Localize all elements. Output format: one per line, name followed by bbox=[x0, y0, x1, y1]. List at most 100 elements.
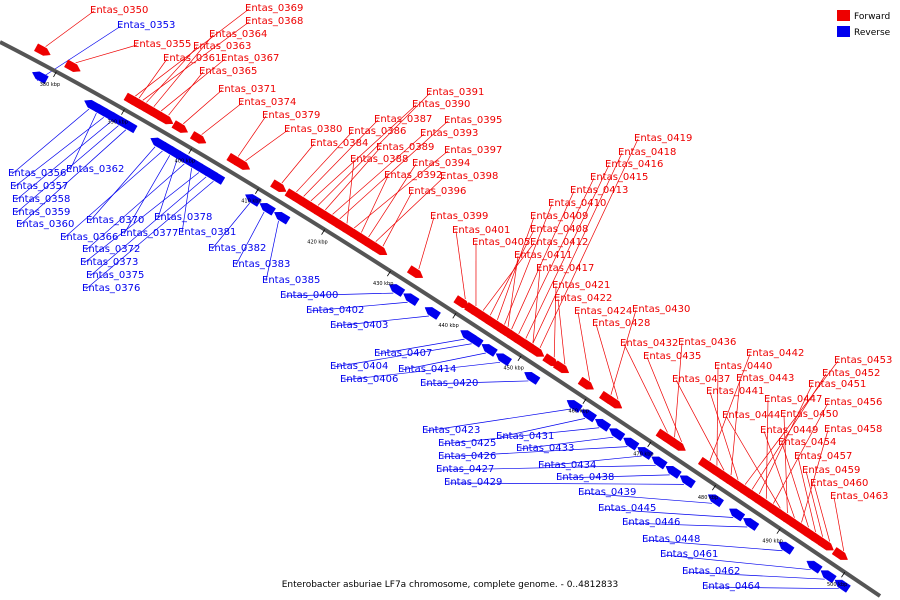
forward-gene[interactable] bbox=[171, 120, 189, 133]
leader-line bbox=[309, 301, 408, 312]
leader-line bbox=[833, 496, 845, 552]
leader-line bbox=[138, 58, 168, 99]
reverse-gene[interactable] bbox=[245, 194, 262, 207]
gene-label: Entas_0443 bbox=[736, 373, 794, 384]
gene-label: Entas_0444 bbox=[722, 410, 780, 421]
leader-line bbox=[441, 427, 600, 445]
gene-label: Entas_0373 bbox=[80, 257, 138, 268]
tick-label: 410 kbp bbox=[241, 199, 261, 205]
leader-line bbox=[339, 120, 449, 220]
leader-line bbox=[497, 216, 535, 321]
reverse-gene[interactable] bbox=[403, 293, 420, 307]
legend-swatch-reverse bbox=[837, 26, 850, 37]
tick-mark bbox=[841, 572, 846, 578]
reverse-gene[interactable] bbox=[820, 570, 837, 584]
reverse-gene[interactable] bbox=[637, 447, 654, 460]
reverse-gene[interactable] bbox=[495, 353, 513, 367]
forward-gene[interactable] bbox=[406, 265, 424, 278]
forward-gene[interactable] bbox=[123, 92, 141, 106]
reverse-gene[interactable] bbox=[424, 307, 441, 320]
gene-label: Entas_0374 bbox=[238, 97, 296, 108]
forward-gene[interactable] bbox=[520, 339, 538, 353]
reverse-gene[interactable] bbox=[778, 541, 795, 555]
reverse-gene[interactable] bbox=[651, 456, 668, 470]
reverse-gene[interactable] bbox=[594, 418, 612, 432]
gene-label: Entas_0457 bbox=[794, 451, 852, 462]
tick-label: 500 kbp bbox=[827, 582, 847, 588]
gene-label: Entas_0386 bbox=[348, 126, 406, 137]
forward-gene[interactable] bbox=[496, 322, 513, 336]
tick-mark bbox=[582, 398, 587, 404]
gene-label: Entas_0376 bbox=[82, 283, 140, 294]
tick-mark bbox=[188, 148, 193, 154]
reverse-gene[interactable] bbox=[524, 372, 541, 385]
gene-label: Entas_0355 bbox=[133, 39, 191, 50]
reverse-gene[interactable] bbox=[679, 475, 696, 489]
gene-label: Entas_0363 bbox=[193, 41, 251, 52]
leader-line bbox=[675, 379, 725, 471]
reverse-gene[interactable] bbox=[467, 334, 484, 348]
forward-gene[interactable] bbox=[233, 157, 251, 170]
forward-gene[interactable] bbox=[64, 59, 81, 72]
leader-line bbox=[15, 125, 119, 214]
leader-line bbox=[15, 121, 112, 201]
forward-gene[interactable] bbox=[552, 360, 570, 374]
reverse-gene[interactable] bbox=[609, 428, 626, 442]
reverse-gene[interactable] bbox=[729, 508, 746, 522]
leader-line bbox=[625, 522, 748, 528]
forward-gene[interactable] bbox=[577, 376, 594, 390]
forward-gene[interactable] bbox=[371, 242, 388, 256]
reverse-gene[interactable] bbox=[743, 518, 760, 531]
gene-label: Entas_0383 bbox=[232, 259, 290, 270]
reverse-gene[interactable] bbox=[121, 120, 138, 134]
leader-line bbox=[317, 92, 431, 206]
reverse-gene[interactable] bbox=[580, 409, 598, 423]
gene-label: Entas_0382 bbox=[208, 243, 266, 254]
tick-label: 400 kbp bbox=[175, 159, 195, 165]
forward-gene[interactable] bbox=[606, 395, 623, 409]
leader-line bbox=[343, 361, 501, 381]
reverse-gene[interactable] bbox=[665, 466, 682, 479]
forward-gene[interactable] bbox=[817, 537, 834, 551]
tick-label: 430 kbp bbox=[373, 281, 393, 287]
reverse-gene[interactable] bbox=[806, 560, 823, 574]
leader-line bbox=[511, 190, 575, 330]
forward-gene[interactable] bbox=[669, 437, 686, 451]
leader-line bbox=[709, 353, 751, 461]
leader-line bbox=[532, 268, 541, 344]
reverse-gene[interactable] bbox=[259, 203, 276, 216]
leader-line bbox=[303, 119, 379, 197]
reverse-gene[interactable] bbox=[208, 172, 226, 185]
reverse-gene[interactable] bbox=[388, 284, 406, 297]
gene-label: Entas_0461 bbox=[660, 549, 718, 560]
gene-label: Entas_0422 bbox=[554, 293, 612, 304]
reverse-gene[interactable] bbox=[623, 437, 640, 451]
reverse-gene[interactable] bbox=[707, 494, 725, 508]
forward-gene[interactable] bbox=[270, 179, 287, 192]
gene-label: Entas_0428 bbox=[592, 318, 650, 329]
reverse-gene[interactable] bbox=[834, 579, 851, 593]
gene-label: Entas_0372 bbox=[82, 244, 140, 255]
gene-label: Entas_0416 bbox=[605, 159, 663, 170]
leader-line bbox=[601, 508, 734, 518]
leader-line bbox=[89, 146, 156, 222]
gene-label: Entas_0423 bbox=[422, 425, 480, 436]
forward-gene[interactable] bbox=[156, 111, 174, 125]
reverse-gene[interactable] bbox=[32, 71, 49, 84]
gene-label: Entas_0385 bbox=[262, 275, 320, 286]
forward-gene[interactable] bbox=[831, 547, 848, 560]
reverse-gene[interactable] bbox=[274, 211, 291, 225]
forward-gene[interactable] bbox=[189, 131, 207, 144]
gene-label: Entas_0362 bbox=[66, 164, 124, 175]
gene-label: Entas_0409 bbox=[530, 211, 588, 222]
leader-line bbox=[75, 44, 138, 64]
reverse-gene[interactable] bbox=[566, 400, 583, 413]
leader-line bbox=[801, 429, 829, 523]
leader-line bbox=[63, 150, 163, 239]
leader-line bbox=[157, 159, 178, 219]
leader-line bbox=[135, 8, 250, 97]
reverse-gene[interactable] bbox=[481, 344, 498, 357]
forward-gene[interactable] bbox=[33, 43, 51, 56]
gene-label: Entas_0358 bbox=[12, 194, 70, 205]
